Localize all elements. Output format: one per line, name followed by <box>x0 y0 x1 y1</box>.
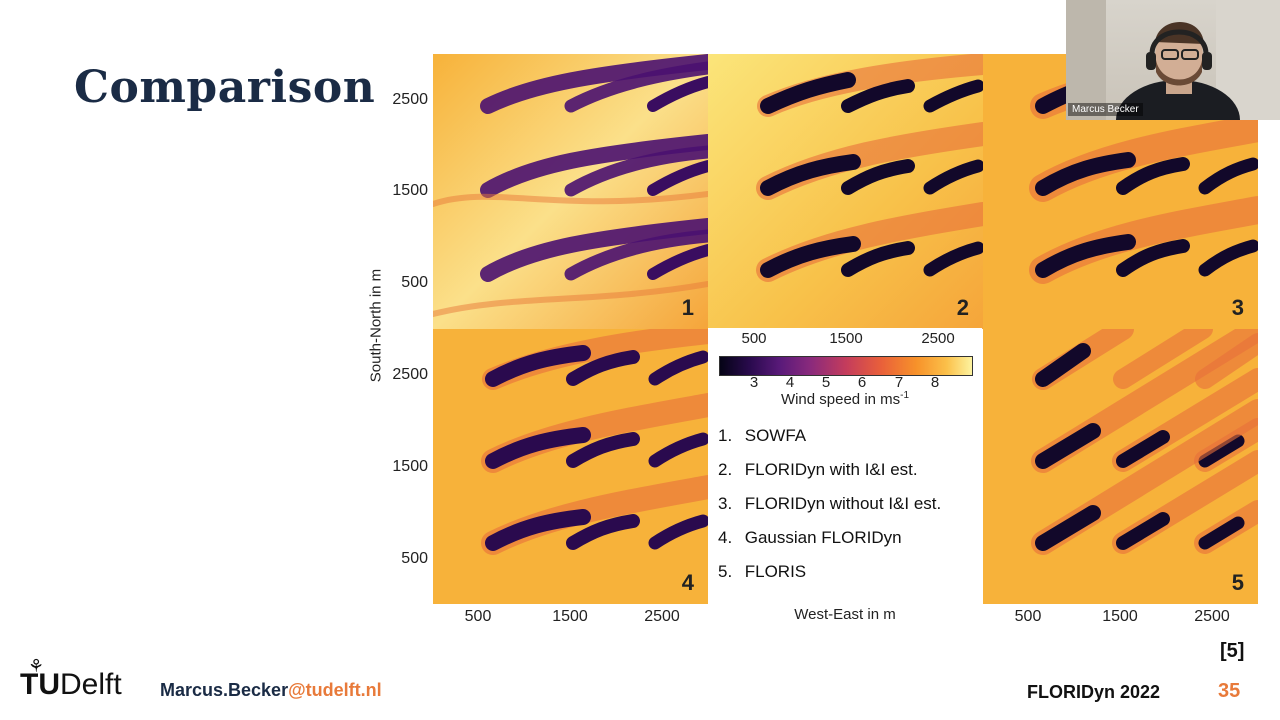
panel-4-gaussian-floridyn: 4 <box>433 329 708 604</box>
legend-item: 4. Gaussian FLORIDyn <box>718 528 902 547</box>
y-tick: 500 <box>401 550 428 567</box>
y-tick: 2500 <box>392 91 428 108</box>
colorbar-tick: 3 <box>749 374 759 391</box>
y-tick: 1500 <box>392 458 428 475</box>
legend-panel: 500 1500 2500 3 4 5 6 7 8 Wind speed in … <box>708 328 982 605</box>
colorbar-tick: 8 <box>930 374 940 391</box>
x-axis-title: West-East in m <box>794 606 896 623</box>
legend-item: 5. FLORIS <box>718 562 807 581</box>
y-tick: 2500 <box>392 366 428 383</box>
y-tick: 1500 <box>392 182 428 199</box>
colorbar-label: Wind speed in ms-1 <box>780 390 910 408</box>
x-tick: 2500 <box>644 608 680 625</box>
speaker-webcam: Marcus Becker <box>1066 0 1280 120</box>
legend-item: 2. FLORIDyn with I&I est. <box>718 460 918 479</box>
panel-number: 1 <box>681 295 694 320</box>
colorbar-tick: 4 <box>785 374 795 391</box>
colorbar-tick: 6 <box>857 374 867 391</box>
author-email: Marcus.Becker@tudelft.nl <box>160 680 382 700</box>
x-tick: 500 <box>1014 608 1042 625</box>
colorbar-top-tick: 1500 <box>829 330 863 347</box>
panel-number: 2 <box>956 295 969 320</box>
y-axis-title: South-North in m <box>367 268 385 383</box>
x-tick: 2500 <box>1194 608 1230 625</box>
speaker-video-frame <box>1066 0 1280 120</box>
page-number: 35 <box>1218 680 1241 702</box>
flame-icon: ⚘ <box>28 656 45 676</box>
conference-name: FLORIDyn 2022 <box>1027 682 1161 702</box>
panel-1-sowfa: 1 <box>433 54 708 329</box>
x-tick: 1500 <box>1102 608 1138 625</box>
panel-number: 4 <box>681 570 694 595</box>
panel-5-floris: 5 <box>983 329 1258 604</box>
panel-number: 5 <box>1231 570 1244 595</box>
x-tick: 1500 <box>552 608 588 625</box>
reference-marker: [5] <box>1220 640 1245 662</box>
colorbar-top-tick: 2500 <box>921 330 955 347</box>
colorbar-tick: 5 <box>821 374 831 391</box>
speaker-name-label: Marcus Becker <box>1068 103 1143 116</box>
panel-3-floridyn-no-ii: 3 <box>983 54 1258 329</box>
x-tick: 500 <box>464 608 492 625</box>
tu-delft-logo: ⚘ TUDelft <box>20 656 122 701</box>
method-legend: 1. SOWFA 2. FLORIDyn with I&I est. 3. FL… <box>718 424 941 594</box>
y-tick: 500 <box>401 274 428 291</box>
colorbar-top-tick: 500 <box>741 330 767 347</box>
panel-2-floridyn-ii: 2 <box>708 54 983 329</box>
colorbar-tick: 7 <box>894 374 904 391</box>
slide-title: Comparison <box>74 62 376 113</box>
panel-number: 3 <box>1231 295 1244 320</box>
colorbar <box>719 356 973 376</box>
legend-item: 1. SOWFA <box>718 426 807 445</box>
legend-item: 3. FLORIDyn without I&I est. <box>718 494 942 513</box>
